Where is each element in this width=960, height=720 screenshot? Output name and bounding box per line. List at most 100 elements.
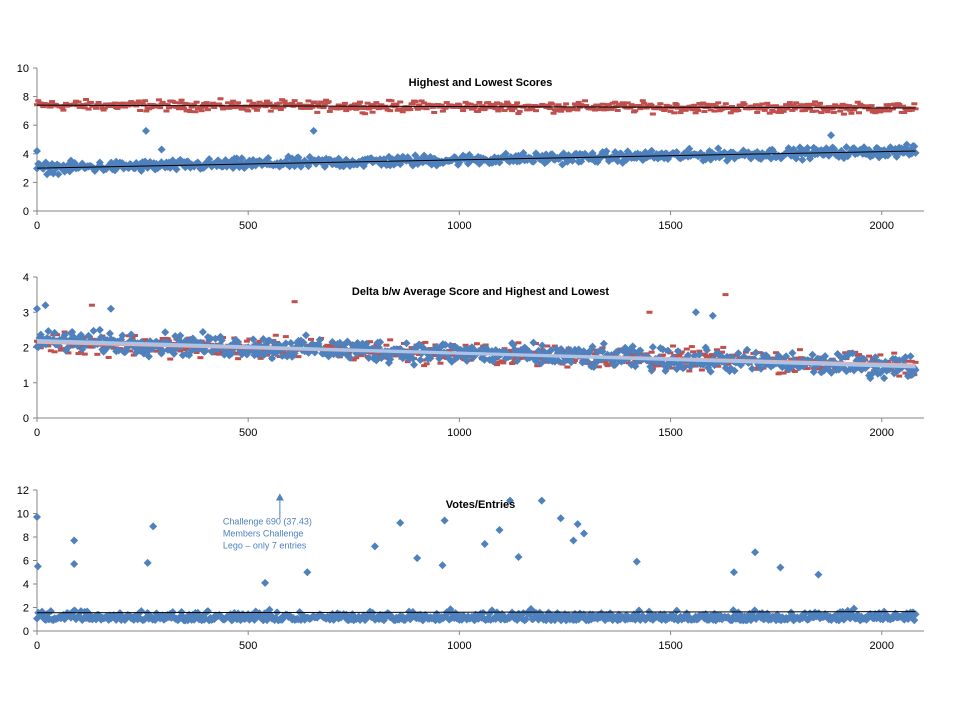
data-point — [889, 107, 896, 111]
data-point — [142, 338, 149, 342]
data-point — [423, 107, 430, 111]
data-point — [722, 102, 729, 106]
data-point — [635, 606, 644, 615]
data-point — [735, 109, 742, 113]
data-point — [261, 102, 268, 106]
data-point — [759, 102, 766, 106]
y-tick-label: 10 — [17, 63, 29, 75]
data-point — [198, 328, 207, 337]
data-point — [436, 105, 443, 109]
data-point — [619, 101, 626, 105]
data-point — [514, 552, 523, 561]
data-point — [661, 109, 668, 113]
data-point — [550, 111, 557, 115]
data-point — [581, 99, 588, 103]
data-point — [174, 105, 181, 109]
data-point — [707, 108, 714, 112]
data-point — [467, 102, 474, 106]
data-point — [267, 109, 274, 113]
data-point — [896, 374, 903, 378]
data-point — [323, 98, 330, 102]
data-point — [476, 100, 483, 104]
data-point — [867, 107, 874, 111]
data-point — [129, 336, 136, 340]
trend-line — [36, 611, 916, 614]
data-point — [648, 343, 657, 352]
data-point — [165, 106, 172, 110]
data-point — [501, 108, 508, 112]
data-point — [511, 106, 518, 110]
data-point — [501, 149, 510, 158]
data-point — [431, 110, 438, 114]
data-point — [514, 101, 521, 105]
data-point — [257, 356, 264, 360]
data-point — [309, 105, 316, 109]
chart-1: 0 2 4 6 8 10 0 500 1000 1500 2000 Highest and Lowes… — [17, 63, 924, 232]
data-point — [711, 109, 718, 113]
data-point — [803, 107, 810, 111]
data-point — [179, 348, 186, 352]
data-point — [657, 102, 664, 106]
y-tick-label: 2 — [23, 603, 29, 615]
data-point — [341, 101, 348, 105]
data-point — [397, 100, 404, 104]
data-point — [437, 361, 444, 365]
data-point — [725, 362, 732, 366]
data-point — [720, 345, 727, 349]
data-point — [688, 345, 695, 349]
y-tick-label: 8 — [23, 532, 29, 544]
data-point — [697, 105, 704, 109]
data-point — [625, 361, 632, 365]
y-tick-label: 10 — [17, 509, 29, 521]
data-point — [821, 352, 830, 361]
data-point — [529, 338, 538, 347]
data-point — [830, 110, 837, 114]
data-point — [691, 308, 700, 317]
data-point — [666, 104, 673, 108]
data-point — [443, 101, 450, 105]
data-point — [320, 106, 327, 110]
data-point — [592, 352, 599, 356]
data-point — [429, 105, 436, 109]
data-point — [620, 103, 627, 107]
data-point — [801, 108, 808, 112]
data-point — [314, 110, 321, 114]
chart-title: Delta b/w Average Score and Highest and … — [352, 286, 609, 298]
data-point — [275, 106, 282, 110]
data-point — [33, 304, 41, 313]
data-point — [446, 348, 453, 352]
data-point — [558, 109, 565, 113]
data-point — [881, 109, 888, 113]
data-point — [563, 102, 570, 106]
data-point — [183, 347, 190, 351]
data-point — [538, 341, 547, 350]
data-point — [404, 360, 411, 364]
data-point — [358, 106, 365, 110]
data-point — [393, 102, 400, 106]
data-point — [866, 354, 873, 358]
data-point — [428, 103, 435, 107]
data-point — [764, 101, 771, 105]
data-point — [291, 300, 298, 304]
data-point — [37, 101, 44, 105]
data-point — [95, 325, 104, 334]
data-point — [794, 356, 801, 360]
data-point — [217, 336, 226, 345]
data-point — [237, 154, 246, 163]
data-point — [355, 102, 362, 106]
data-point — [100, 108, 107, 112]
data-point — [734, 349, 743, 358]
data-point — [197, 356, 204, 360]
data-point — [815, 104, 822, 108]
data-point — [172, 165, 181, 174]
data-point — [251, 106, 258, 110]
data-point — [226, 106, 233, 110]
series-2 — [33, 301, 920, 383]
data-point — [800, 609, 809, 618]
data-point — [140, 103, 147, 107]
data-point — [871, 353, 880, 362]
data-point — [740, 101, 747, 105]
data-point — [500, 361, 507, 365]
data-point — [204, 108, 211, 112]
